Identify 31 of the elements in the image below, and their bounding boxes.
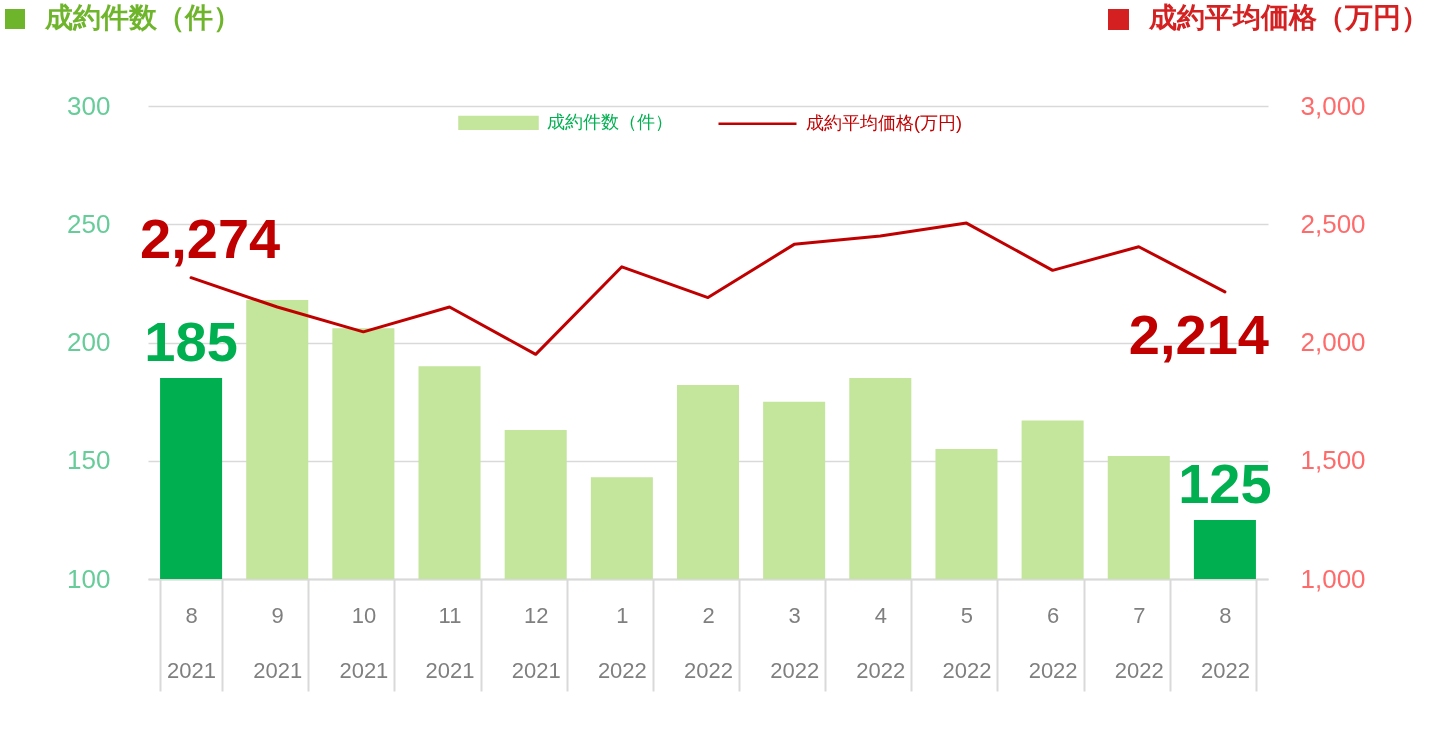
legend-label: 成約平均価格(万円) [806, 112, 962, 133]
data-label: 185 [144, 309, 238, 373]
data-label: 125 [1178, 451, 1272, 515]
y-tick-label: 300 [67, 90, 111, 121]
category-label: 7 2022 [1114, 602, 1164, 683]
category-label: 2 2022 [684, 602, 733, 683]
y2-tick-label: 1,000 [1300, 563, 1366, 594]
data-label: 2,274 [140, 206, 281, 270]
y-tick-label: 150 [67, 445, 111, 476]
category-label: 11 2021 [425, 602, 475, 683]
y2-tick-label: 2,500 [1300, 208, 1366, 239]
data-label: 2,214 [1128, 302, 1269, 366]
y2-tick-label: 1,500 [1300, 445, 1366, 476]
legend-label: 成約件数（件） [547, 111, 673, 132]
y-axis-title: 成約件数（件） [43, 1, 241, 33]
y-tick-label: 100 [67, 563, 111, 594]
category-label: 6 2022 [1028, 602, 1078, 683]
y-tick-label: 200 [67, 327, 111, 357]
category-label: 5 2022 [942, 602, 992, 683]
category-label: 1 2022 [597, 602, 647, 683]
category-label: 8 2021 [167, 602, 217, 683]
category-label: 9 2021 [253, 602, 303, 683]
category-label: 4 2022 [856, 602, 906, 683]
category-label: 12 2021 [511, 602, 561, 683]
y2-tick-label: 2,000 [1300, 327, 1366, 357]
y2-axis-title: 成約平均価格（万円） [1147, 1, 1429, 33]
category-label: 10 2021 [339, 602, 389, 683]
y-tick-label: 250 [67, 208, 111, 239]
category-label: 3 2022 [770, 602, 820, 683]
category-label: 8 2022 [1200, 602, 1250, 683]
y2-tick-label: 3,000 [1300, 90, 1366, 121]
